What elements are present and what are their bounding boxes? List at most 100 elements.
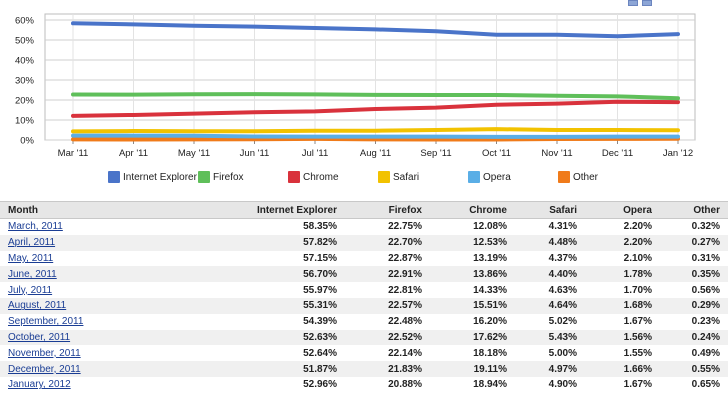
month-cell: November, 2011 bbox=[0, 345, 200, 362]
table-row: April, 2011 57.82% 22.70% 12.53% 4.48% 2.20% 0… bbox=[0, 234, 728, 251]
chrome-share-cell: 17.62% bbox=[430, 329, 515, 346]
y-tick-label: 50% bbox=[15, 36, 35, 47]
opera-share-cell: 1.68% bbox=[585, 297, 660, 314]
month-link[interactable]: May, 2011 bbox=[8, 252, 54, 264]
firefox-share-cell: 22.91% bbox=[345, 266, 430, 283]
y-tick-label: 40% bbox=[15, 56, 35, 67]
line-chart: 0% 10% 20% 30% 40% 50% 60% Mar '11 Apr '11 May '1… bbox=[15, 13, 696, 159]
other-share-cell: 0.55% bbox=[660, 361, 728, 377]
safari-share-cell: 5.00% bbox=[515, 345, 585, 362]
series-line-opera bbox=[71, 133, 680, 139]
month-cell: January, 2012 bbox=[0, 376, 200, 393]
month-cell: July, 2011 bbox=[0, 282, 200, 298]
y-tick-label: 0% bbox=[20, 136, 34, 147]
x-tick-label: Apr '11 bbox=[119, 148, 148, 159]
month-cell: June, 2011 bbox=[0, 266, 200, 283]
month-link[interactable]: April, 2011 bbox=[8, 237, 56, 249]
column-header-internet-explorer[interactable]: Internet Explorer bbox=[200, 201, 345, 219]
x-tick-label: Nov '11 bbox=[541, 148, 572, 159]
firefox-share-cell: 22.87% bbox=[345, 250, 430, 267]
opera-share-cell: 2.20% bbox=[585, 234, 660, 251]
column-header-month[interactable]: Month bbox=[0, 201, 200, 219]
legend-item-internet-explorer[interactable]: Internet Explorer bbox=[108, 170, 197, 184]
safari-share-cell: 4.90% bbox=[515, 376, 585, 393]
opera-share-cell: 1.66% bbox=[585, 361, 660, 377]
opera-share-cell: 1.56% bbox=[585, 329, 660, 346]
column-header-chrome[interactable]: Chrome bbox=[430, 201, 515, 219]
opera-share-cell: 2.10% bbox=[585, 250, 660, 267]
table-row: September, 2011 54.39% 22.48% 16.20% 5.02% 1.… bbox=[0, 313, 728, 330]
series-line-chrome bbox=[71, 99, 680, 118]
opera-share-cell: 2.20% bbox=[585, 218, 660, 235]
column-header-safari[interactable]: Safari bbox=[515, 201, 585, 219]
legend-item-chrome[interactable]: Chrome bbox=[288, 170, 339, 184]
x-tick-label: Jan '12 bbox=[663, 148, 693, 159]
window-button[interactable] bbox=[628, 0, 638, 6]
ie-share-cell: 56.70% bbox=[200, 266, 345, 283]
month-link[interactable]: October, 2011 bbox=[8, 331, 71, 343]
window-button[interactable] bbox=[642, 0, 652, 6]
table-row: October, 2011 52.63% 22.52% 17.62% 5.43% 1.56… bbox=[0, 329, 728, 346]
ie-share-cell: 52.64% bbox=[200, 345, 345, 362]
chrome-share-cell: 19.11% bbox=[430, 361, 515, 377]
month-link[interactable]: September, 2011 bbox=[8, 316, 84, 328]
ie-share-cell: 51.87% bbox=[200, 361, 345, 377]
ie-share-cell: 52.96% bbox=[200, 376, 345, 393]
month-link[interactable]: December, 2011 bbox=[8, 363, 81, 375]
table-row: August, 2011 55.31% 22.57% 15.51% 4.64% 1.68%… bbox=[0, 297, 728, 314]
chrome-share-cell: 14.33% bbox=[430, 282, 515, 298]
x-tick-label: Aug '11 bbox=[360, 148, 391, 159]
firefox-share-cell: 22.14% bbox=[345, 345, 430, 362]
opera-share-cell: 1.70% bbox=[585, 282, 660, 298]
safari-share-cell: 5.43% bbox=[515, 329, 585, 346]
other-share-cell: 0.32% bbox=[660, 218, 728, 235]
legend-item-safari[interactable]: Safari bbox=[378, 170, 419, 184]
month-cell: May, 2011 bbox=[0, 250, 200, 267]
month-link[interactable]: June, 2011 bbox=[8, 268, 57, 280]
ie-share-cell: 58.35% bbox=[200, 218, 345, 235]
month-cell: September, 2011 bbox=[0, 313, 200, 330]
x-tick-label: Mar '11 bbox=[58, 148, 89, 159]
firefox-share-cell: 22.75% bbox=[345, 218, 430, 235]
chrome-share-cell: 13.19% bbox=[430, 250, 515, 267]
other-share-cell: 0.31% bbox=[660, 250, 728, 267]
firefox-share-cell: 20.88% bbox=[345, 376, 430, 393]
safari-share-cell: 5.02% bbox=[515, 313, 585, 330]
safari-share-cell: 4.40% bbox=[515, 266, 585, 283]
column-header-firefox[interactable]: Firefox bbox=[345, 201, 430, 219]
legend-label: Opera bbox=[483, 171, 511, 183]
month-link[interactable]: January, 2012 bbox=[8, 379, 71, 391]
other-share-cell: 0.27% bbox=[660, 234, 728, 251]
table-row: November, 2011 52.64% 22.14% 18.18% 5.00% 1.5… bbox=[0, 345, 728, 362]
chrome-share-cell: 15.51% bbox=[430, 297, 515, 314]
month-link[interactable]: March, 2011 bbox=[8, 221, 63, 233]
y-tick-label: 20% bbox=[15, 96, 35, 107]
column-header-opera[interactable]: Opera bbox=[585, 201, 660, 219]
legend-item-firefox[interactable]: Firefox bbox=[198, 170, 244, 184]
opera-share-cell: 1.67% bbox=[585, 376, 660, 393]
table-header-row: Month Internet Explorer Firefox Chrome S… bbox=[0, 201, 728, 219]
month-cell: August, 2011 bbox=[0, 297, 200, 314]
x-tick-label: Oct '11 bbox=[482, 148, 511, 159]
other-share-cell: 0.29% bbox=[660, 297, 728, 314]
firefox-share-cell: 21.83% bbox=[345, 361, 430, 377]
month-link[interactable]: November, 2011 bbox=[8, 347, 81, 359]
safari-share-cell: 4.31% bbox=[515, 218, 585, 235]
month-link[interactable]: July, 2011 bbox=[8, 284, 53, 296]
opera-share-cell: 1.78% bbox=[585, 266, 660, 283]
legend-item-opera[interactable]: Opera bbox=[468, 170, 511, 184]
legend-label: Internet Explorer bbox=[123, 171, 197, 183]
chrome-share-cell: 18.18% bbox=[430, 345, 515, 362]
ie-share-cell: 57.15% bbox=[200, 250, 345, 267]
column-header-other[interactable]: Other bbox=[660, 201, 728, 219]
ie-share-cell: 57.82% bbox=[200, 234, 345, 251]
series-line-internet-explorer bbox=[71, 21, 680, 39]
month-cell: December, 2011 bbox=[0, 361, 200, 377]
browser-share-chart: 0% 10% 20% 30% 40% 50% 60% Mar '11 Apr '11 May '1… bbox=[14, 0, 696, 184]
legend-swatch bbox=[558, 171, 570, 183]
month-link[interactable]: August, 2011 bbox=[8, 300, 67, 312]
legend-item-other[interactable]: Other bbox=[558, 170, 598, 184]
series-line-other bbox=[71, 136, 680, 142]
x-tick-label: Jun '11 bbox=[240, 148, 270, 159]
safari-share-cell: 4.64% bbox=[515, 297, 585, 314]
